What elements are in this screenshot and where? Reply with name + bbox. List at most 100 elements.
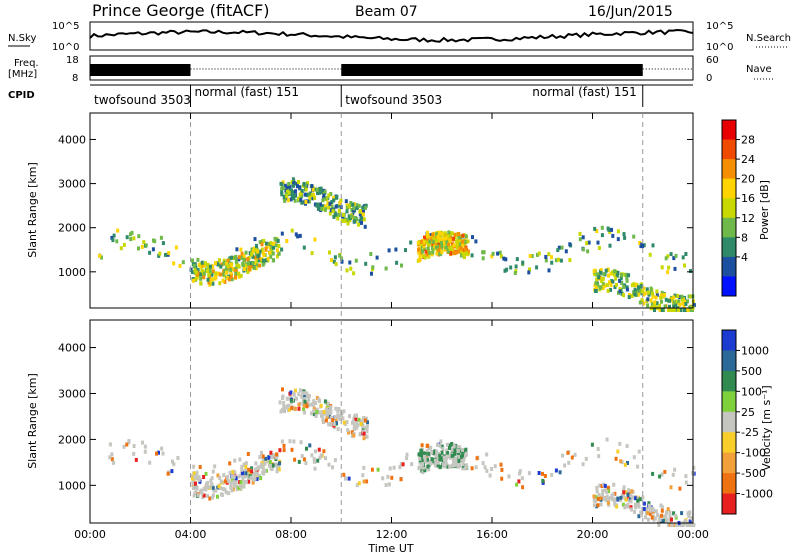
velocity-cell [599, 495, 603, 500]
power-cell [256, 249, 260, 254]
power-cell [633, 283, 637, 288]
power-cell [199, 281, 203, 286]
power-cell [597, 246, 601, 250]
power-cell [438, 244, 442, 249]
velocity-cell [290, 406, 294, 410]
velocity-cell [370, 467, 374, 472]
velocity-cell [259, 476, 263, 481]
power-cell [426, 246, 430, 251]
velocity-cell [228, 470, 232, 475]
power-cell [457, 231, 461, 236]
velocity-cell [584, 456, 588, 461]
power-cell [425, 252, 429, 257]
power-cell [527, 270, 531, 275]
velocity-cell [241, 474, 245, 479]
power-cell [614, 276, 618, 281]
x-axis-label: Time UT [367, 542, 413, 554]
power-cell [199, 276, 203, 281]
power-cell [445, 240, 449, 245]
power-cell [235, 262, 239, 267]
velocity-cell [329, 421, 333, 426]
noise-right-tick-bottom: 10^0 [706, 42, 733, 53]
velocity-cell [500, 476, 504, 481]
velocity-colorbar-tick-label: 500 [741, 365, 762, 378]
power-cell [608, 243, 612, 248]
velocity-cell [520, 476, 524, 481]
power-cell [459, 240, 463, 245]
power-colorbar: 28 24 20 16 12 8 4 [721, 119, 755, 297]
power-cell [632, 234, 636, 239]
velocity-cell [314, 400, 318, 405]
power-cell [314, 187, 317, 192]
power-cell [458, 243, 462, 248]
velocity-cell [250, 466, 254, 471]
velocity-cell [261, 466, 265, 471]
velocity-cell [223, 487, 227, 492]
power-cell [437, 248, 441, 253]
velocity-cell [445, 442, 449, 447]
velocity-cell [244, 480, 248, 485]
power-cell [452, 236, 455, 241]
velocity-cell [355, 425, 359, 430]
power-cell [416, 241, 420, 245]
velocity-cell [297, 402, 301, 407]
velocity-cell [420, 449, 424, 454]
power-cell [443, 231, 447, 236]
velocity-cell [692, 465, 696, 470]
power-cell [428, 251, 432, 256]
power-cell [448, 238, 452, 243]
velocity-cell [361, 473, 365, 478]
velocity-cell [243, 480, 247, 484]
velocity-cell [554, 468, 558, 473]
velocity-cell [197, 477, 201, 482]
power-cell [308, 191, 312, 196]
noise-right-tick-top: 10^5 [706, 21, 733, 32]
power-cell [384, 266, 388, 271]
velocity-cell [310, 411, 313, 416]
velocity-cell [237, 474, 241, 479]
power-cell [642, 243, 646, 248]
power-cell [275, 248, 279, 253]
velocity-cell [240, 465, 244, 469]
power-cell [335, 194, 339, 199]
power-cell [632, 290, 636, 295]
power-cell [612, 272, 616, 277]
cpid-segment-label: twofsound 3503 [94, 93, 191, 107]
velocity-cell [204, 487, 208, 492]
velocity-cell [256, 466, 260, 471]
velocity-cell [255, 476, 259, 481]
noise-trace [89, 28, 694, 43]
velocity-cell [337, 407, 341, 411]
power-cell [681, 255, 685, 260]
velocity-cell [250, 469, 254, 474]
velocity-cell [427, 467, 431, 472]
power-cell [313, 195, 317, 200]
velocity-cell [231, 474, 234, 479]
velocity-cell [300, 454, 304, 459]
power-cell [604, 268, 608, 273]
power-colorbar-swatch [722, 178, 736, 199]
velocity-cell [312, 399, 316, 404]
power-cell [248, 267, 252, 272]
velocity-cell [621, 502, 625, 507]
power-cell [664, 256, 668, 261]
power-cell [544, 258, 548, 263]
velocity-cell [132, 444, 136, 448]
velocity-cell [227, 491, 231, 496]
power-cell [110, 235, 114, 240]
velocity-cell [436, 463, 440, 468]
power-cell [161, 241, 165, 246]
velocity-cell [636, 464, 640, 469]
power-cell [673, 266, 677, 271]
velocity-cell [229, 480, 233, 485]
power-cell [594, 286, 598, 291]
power-cell [440, 250, 444, 255]
power-cell [319, 202, 322, 207]
power-cell [304, 185, 308, 190]
velocity-cell [622, 485, 626, 490]
power-cell [461, 243, 465, 248]
velocity-colorbar: 1000 500 100 25 -25 -100 -500 -1000 [721, 329, 773, 515]
velocity-cell [274, 455, 278, 460]
velocity-cell [317, 397, 321, 402]
power-cell [646, 290, 650, 295]
